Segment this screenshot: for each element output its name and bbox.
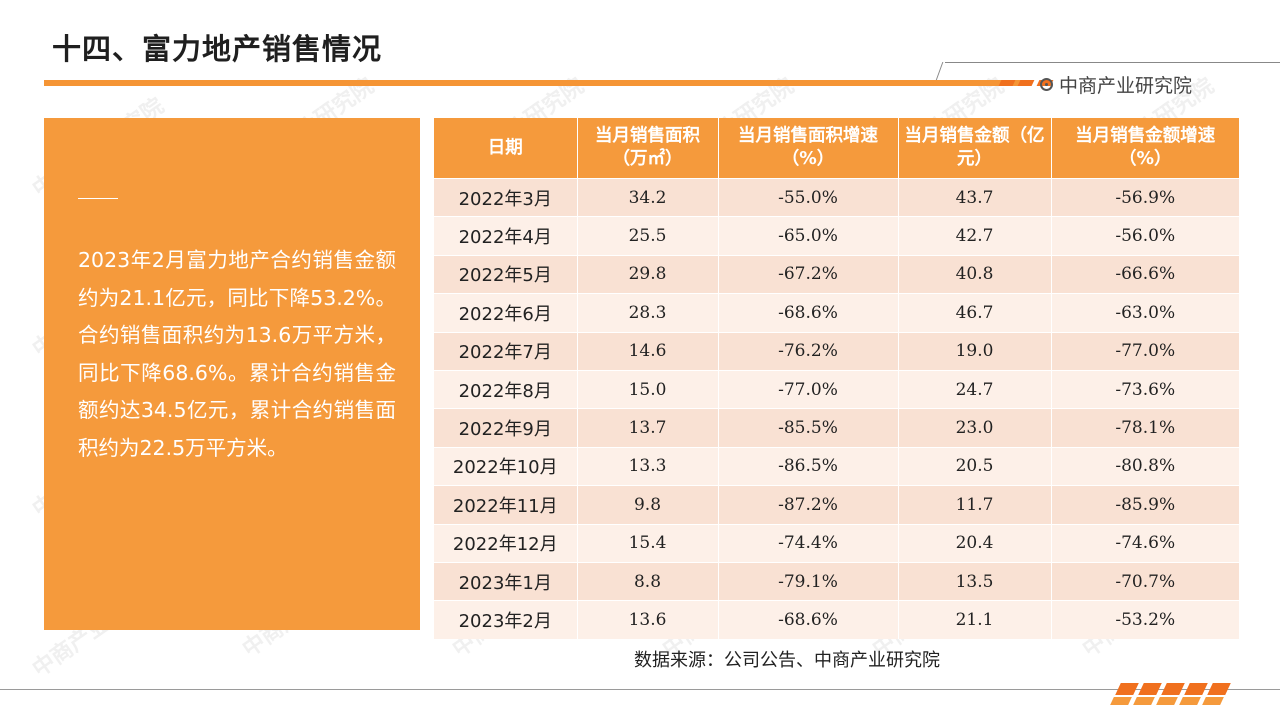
cell-date: 2022年11月 [434, 485, 578, 525]
cell-date: 2022年10月 [434, 446, 578, 486]
cell-area-growth: -77.0% [718, 369, 899, 409]
page-title: 十四、富力地产销售情况 [52, 32, 383, 66]
brand-logo-icon [1040, 77, 1053, 91]
cell-amount-growth: -56.0% [1051, 216, 1239, 256]
table-row: 2022年5月 29.8 -67.2% 40.8 -66.6% [434, 254, 1239, 294]
cell-area-growth: -87.2% [718, 485, 899, 525]
cell-amount: 42.7 [898, 216, 1052, 256]
panel-dash-divider [78, 198, 118, 199]
cell-area: 13.3 [577, 446, 719, 486]
cell-amount-growth: -80.8% [1051, 446, 1239, 486]
cell-amount-growth: -74.6% [1051, 523, 1239, 563]
table-header-row: 日期 当月销售面积（万㎡） 当月销售面积增速（%） 当月销售金额（亿元） 当月销… [434, 118, 1239, 179]
cell-area-growth: -68.6% [718, 293, 899, 333]
table-row: 2022年11月 9.8 -87.2% 11.7 -85.9% [434, 485, 1239, 525]
cell-area: 29.8 [577, 254, 719, 294]
cell-area-growth: -86.5% [718, 446, 899, 486]
table-body: 2022年3月 34.2 -55.0% 43.7 -56.9% 2022年4月 25.5 -6… [434, 177, 1239, 639]
cell-date: 2022年8月 [434, 369, 578, 409]
footer-stripes [1115, 683, 1231, 695]
cell-amount: 23.0 [898, 408, 1052, 448]
cell-amount-growth: -77.0% [1051, 331, 1239, 371]
footer-rule [0, 689, 1280, 690]
table-row: 2022年7月 14.6 -76.2% 19.0 -77.0% [434, 331, 1239, 371]
cell-date: 2023年2月 [434, 600, 578, 639]
cell-area: 8.8 [577, 561, 719, 601]
cell-area: 15.4 [577, 523, 719, 563]
cell-area-growth: -55.0% [718, 177, 899, 217]
footer-stripes-lower [1110, 697, 1224, 705]
cell-amount: 43.7 [898, 177, 1052, 217]
cell-date: 2022年7月 [434, 331, 578, 371]
cell-amount: 13.5 [898, 561, 1052, 601]
cell-amount-growth: -53.2% [1051, 600, 1239, 639]
cell-amount-growth: -56.9% [1051, 177, 1239, 217]
cell-date: 2023年1月 [434, 561, 578, 601]
cell-amount: 40.8 [898, 254, 1052, 294]
header-amount-growth: 当月销售金额增速（%） [1051, 118, 1239, 179]
table-row: 2022年8月 15.0 -77.0% 24.7 -73.6% [434, 369, 1239, 409]
cell-amount-growth: -78.1% [1051, 408, 1239, 448]
header-date: 日期 [434, 118, 578, 179]
cell-area: 14.6 [577, 331, 719, 371]
table-row: 2022年6月 28.3 -68.6% 46.7 -63.0% [434, 293, 1239, 333]
cell-amount-growth: -63.0% [1051, 293, 1239, 333]
header-orange-rule [44, 80, 1029, 86]
cell-date: 2022年5月 [434, 254, 578, 294]
cell-area: 13.6 [577, 600, 719, 639]
summary-paragraph: 2023年2月富力地产合约销售金额约为21.1亿元，同比下降53.2%。合约销售… [78, 248, 396, 460]
cell-area: 13.7 [577, 408, 719, 448]
cell-area-growth: -67.2% [718, 254, 899, 294]
cell-amount: 20.4 [898, 523, 1052, 563]
table-row: 2023年2月 13.6 -68.6% 21.1 -53.2% [434, 600, 1239, 639]
cell-area: 25.5 [577, 216, 719, 256]
cell-amount-growth: -73.6% [1051, 369, 1239, 409]
cell-amount-growth: -85.9% [1051, 485, 1239, 525]
cell-area: 15.0 [577, 369, 719, 409]
table-row: 2022年12月 15.4 -74.4% 20.4 -74.6% [434, 523, 1239, 563]
header-amount: 当月销售金额（亿元） [898, 118, 1052, 179]
cell-date: 2022年12月 [434, 523, 578, 563]
cell-area-growth: -65.0% [718, 216, 899, 256]
cell-date: 2022年9月 [434, 408, 578, 448]
cell-area: 34.2 [577, 177, 719, 217]
cell-date: 2022年4月 [434, 216, 578, 256]
table-row: 2022年9月 13.7 -85.5% 23.0 -78.1% [434, 408, 1239, 448]
cell-amount: 21.1 [898, 600, 1052, 639]
cell-amount: 24.7 [898, 369, 1052, 409]
cell-date: 2022年6月 [434, 293, 578, 333]
header-area-growth: 当月销售面积增速（%） [718, 118, 899, 179]
data-source: 数据来源：公司公告、中商产业研究院 [634, 650, 940, 671]
brand-name: 中商产业研究院 [1059, 74, 1193, 97]
cell-amount: 46.7 [898, 293, 1052, 333]
cell-area-growth: -79.1% [718, 561, 899, 601]
table-row: 2022年10月 13.3 -86.5% 20.5 -80.8% [434, 446, 1239, 486]
cell-area: 9.8 [577, 485, 719, 525]
table-row: 2023年1月 8.8 -79.1% 13.5 -70.7% [434, 561, 1239, 601]
cell-amount-growth: -70.7% [1051, 561, 1239, 601]
sales-table: 日期 当月销售面积（万㎡） 当月销售面积增速（%） 当月销售金额（亿元） 当月销… [434, 118, 1239, 639]
header-thin-rule [945, 62, 1280, 63]
cell-amount: 20.5 [898, 446, 1052, 486]
table-row: 2022年3月 34.2 -55.0% 43.7 -56.9% [434, 177, 1239, 217]
cell-area: 28.3 [577, 293, 719, 333]
cell-area-growth: -68.6% [718, 600, 899, 639]
cell-amount-growth: -66.6% [1051, 254, 1239, 294]
header-area: 当月销售面积（万㎡） [577, 118, 719, 179]
cell-area-growth: -76.2% [718, 331, 899, 371]
cell-amount: 11.7 [898, 485, 1052, 525]
cell-area-growth: -74.4% [718, 523, 899, 563]
brand: 中商产业研究院 [1040, 72, 1193, 97]
cell-amount: 19.0 [898, 331, 1052, 371]
table-row: 2022年4月 25.5 -65.0% 42.7 -56.0% [434, 216, 1239, 256]
summary-panel: 2023年2月富力地产合约销售金额约为21.1亿元，同比下降53.2%。合约销售… [44, 118, 420, 630]
cell-area-growth: -85.5% [718, 408, 899, 448]
cell-date: 2022年3月 [434, 177, 578, 217]
